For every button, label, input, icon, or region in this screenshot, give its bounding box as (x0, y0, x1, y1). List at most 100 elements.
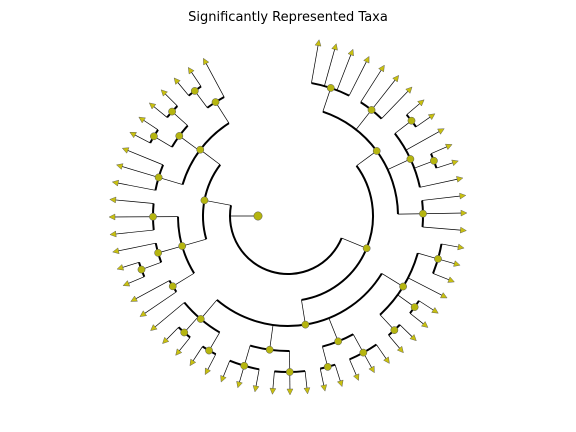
node (190, 87, 199, 95)
leaf (148, 102, 157, 110)
leaf (162, 336, 170, 344)
branch (441, 243, 462, 248)
branch (399, 324, 415, 339)
node (180, 328, 189, 337)
branch (119, 261, 140, 269)
node (285, 368, 294, 376)
leaf (417, 99, 425, 107)
node (196, 315, 205, 323)
branch (301, 299, 306, 325)
leaf (111, 179, 119, 187)
branch (200, 149, 221, 166)
leaf (203, 57, 210, 66)
leaf (269, 387, 277, 395)
leaf (129, 132, 137, 139)
branch (175, 80, 190, 96)
leaf (431, 307, 439, 314)
leaf (108, 213, 116, 221)
leaf (363, 56, 370, 64)
branch (388, 334, 402, 351)
branch (125, 276, 145, 285)
branch (112, 199, 154, 204)
branch (189, 69, 202, 87)
node (359, 348, 368, 357)
leaf (427, 113, 436, 121)
branch (415, 115, 433, 128)
node (410, 303, 419, 311)
node (406, 155, 415, 163)
node (334, 337, 343, 346)
node (168, 282, 177, 291)
branch (406, 101, 423, 115)
branch (341, 237, 367, 249)
branch (152, 302, 185, 330)
node (407, 116, 416, 125)
node (323, 363, 332, 371)
branch (334, 364, 342, 384)
leaf (252, 385, 260, 393)
leaf (368, 365, 375, 374)
node (390, 326, 399, 334)
leaf (122, 280, 131, 287)
node (265, 345, 274, 354)
branch (407, 277, 445, 297)
branch (204, 60, 225, 98)
leaf (421, 321, 429, 328)
branch (179, 135, 200, 152)
leaf (457, 243, 465, 251)
branch (381, 88, 411, 119)
leaf (460, 209, 468, 217)
node (196, 145, 205, 154)
leaf (189, 358, 197, 367)
leaf (378, 64, 385, 73)
branch (324, 46, 336, 87)
node (168, 107, 176, 116)
branch (182, 238, 207, 247)
branch (151, 104, 168, 118)
branch (191, 346, 203, 364)
leaf (337, 379, 344, 388)
branch (204, 199, 232, 206)
leaf (453, 260, 461, 267)
leaf (286, 388, 294, 396)
leaf (130, 295, 138, 302)
branch (132, 133, 151, 144)
branch (304, 371, 308, 391)
node (150, 132, 158, 141)
branch (158, 245, 183, 254)
root-node (253, 211, 263, 221)
leaf (116, 163, 124, 170)
node (367, 106, 376, 114)
leaf (409, 334, 417, 342)
branch (206, 354, 217, 373)
branch-arc (216, 272, 383, 327)
leaf (236, 380, 243, 389)
leaf (314, 39, 322, 47)
leaf (440, 292, 448, 299)
leaf (160, 89, 168, 97)
node (178, 242, 187, 250)
branch-arc (301, 165, 374, 301)
node (149, 212, 157, 221)
tree (108, 39, 468, 396)
branch (336, 51, 353, 91)
branch (141, 118, 159, 131)
leaf (116, 264, 124, 271)
leaf (175, 348, 183, 356)
leaf (139, 310, 147, 317)
leaf (347, 48, 354, 57)
leaf (173, 77, 181, 85)
branch (133, 280, 170, 301)
leaf (109, 230, 117, 238)
node (362, 244, 371, 253)
leaf (405, 86, 413, 94)
branch (269, 324, 274, 350)
branch (115, 242, 156, 252)
branch (355, 109, 372, 130)
branch-arc (229, 205, 343, 275)
leaf (331, 43, 338, 51)
branch (119, 165, 159, 178)
branch (200, 299, 218, 320)
leaf (320, 384, 327, 392)
